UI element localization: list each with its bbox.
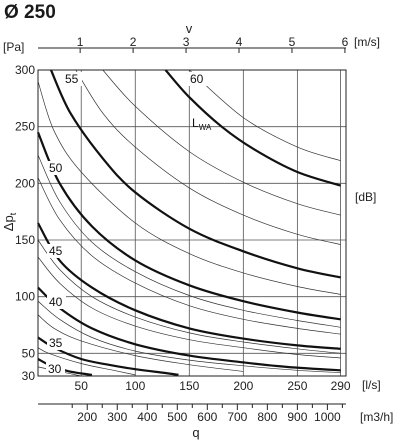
volume-axis-name: q — [192, 425, 199, 440]
curve-label-bg — [63, 72, 82, 86]
curve-label-55: 55 — [65, 72, 79, 86]
curve-label-30: 30 — [48, 362, 62, 376]
minor-curve — [37, 314, 244, 372]
velocity-tick-label: 1 — [77, 35, 84, 49]
curve-label-40: 40 — [49, 295, 63, 309]
chart-title: Ø 250 — [4, 2, 56, 23]
velocity-axis-unit: [m/s] — [354, 35, 380, 49]
lwa-label: LWA — [192, 116, 212, 132]
minor-curve — [37, 239, 341, 354]
right-axis-unit: [dB] — [355, 190, 376, 204]
velocity-tick-label: 6 — [342, 35, 349, 49]
minor-curve — [37, 300, 341, 373]
y-tick-label: 250 — [15, 120, 35, 134]
minor-curve — [189, 69, 341, 162]
volume-tick-label: 400 — [137, 410, 157, 424]
velocity-axis-name: v — [186, 21, 193, 36]
minor-curve — [75, 69, 341, 245]
curve-label-bg — [188, 72, 207, 86]
flow-tick-label: 100 — [125, 379, 145, 393]
curve-label-bg — [47, 295, 66, 309]
y-tick-label: 150 — [15, 233, 35, 247]
y-axis-unit: [Pa] — [3, 40, 24, 54]
curve-label-bg — [47, 244, 66, 258]
volume-tick-label: 700 — [227, 410, 247, 424]
volume-tick-label: 500 — [167, 410, 187, 424]
minor-curve — [37, 154, 341, 328]
curve-label-bg — [47, 161, 66, 175]
volume-tick-label: 600 — [197, 410, 217, 424]
y-tick-label: 300 — [15, 63, 35, 77]
y-tick-label: 100 — [15, 290, 35, 304]
minor-curve — [37, 81, 341, 295]
sound-level-curve-45 — [37, 222, 341, 350]
minor-curve — [37, 256, 341, 359]
flow-tick-label: 50 — [75, 379, 89, 393]
flow-tick-label: 200 — [233, 379, 253, 393]
minor-curve — [37, 347, 136, 376]
y-tick-label: 200 — [15, 176, 35, 190]
flow-tick-label: 250 — [287, 379, 307, 393]
flow-tick-label: 150 — [179, 379, 199, 393]
plot-frame — [37, 69, 347, 377]
velocity-tick-label: 5 — [289, 35, 296, 49]
volume-tick-label: 1000 — [314, 410, 341, 424]
curve-label-50: 50 — [49, 161, 63, 175]
curve-labels: 30 35 40 45 50 55 60 — [46, 72, 207, 376]
volume-axis-unit: [m3/h] — [360, 410, 393, 424]
volume-tick-label: 300 — [107, 410, 127, 424]
curve-label-bg — [46, 362, 65, 376]
velocity-tick-label: 3 — [183, 35, 190, 49]
y-axis-label: Δpt — [1, 212, 18, 231]
sound-level-curve-55 — [49, 69, 341, 279]
minor-curve — [102, 69, 341, 216]
flow-axis-unit: [l/s] — [362, 378, 381, 392]
sound-level-curve-60 — [164, 69, 341, 187]
curve-label-45: 45 — [49, 244, 63, 258]
sound-level-curves — [36, 69, 341, 376]
flow-tick-label: 290 — [331, 379, 351, 393]
tick-labels: 30 50 100 150 200 250 300 50 100 150 200 250 290 1 2 3 4… — [15, 35, 351, 424]
curve-label-bg — [47, 336, 66, 350]
curve-label-35: 35 — [49, 336, 63, 350]
volume-tick-label: 200 — [77, 410, 97, 424]
velocity-tick-label: 2 — [130, 35, 137, 49]
curve-label-60: 60 — [190, 72, 204, 86]
y-tick-label: 50 — [22, 346, 36, 360]
sound-level-curve-40 — [37, 286, 341, 372]
volume-tick-label: 900 — [287, 410, 307, 424]
volume-tick-label: 800 — [257, 410, 277, 424]
velocity-axis: v [m/s] — [186, 21, 380, 49]
velocity-tick-label: 4 — [236, 35, 243, 49]
sound-level-curve-50 — [36, 131, 341, 321]
y-tick-label: 30 — [22, 369, 36, 383]
minor-curve — [37, 177, 341, 335]
